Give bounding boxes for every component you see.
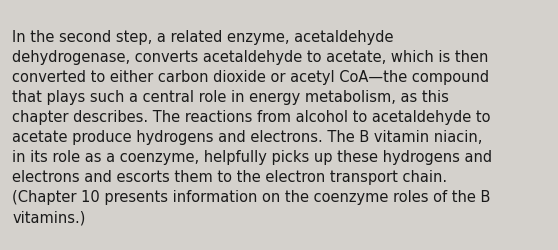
- Text: In the second step, a related enzyme, acetaldehyde
dehydrogenase, converts aceta: In the second step, a related enzyme, ac…: [12, 30, 492, 224]
